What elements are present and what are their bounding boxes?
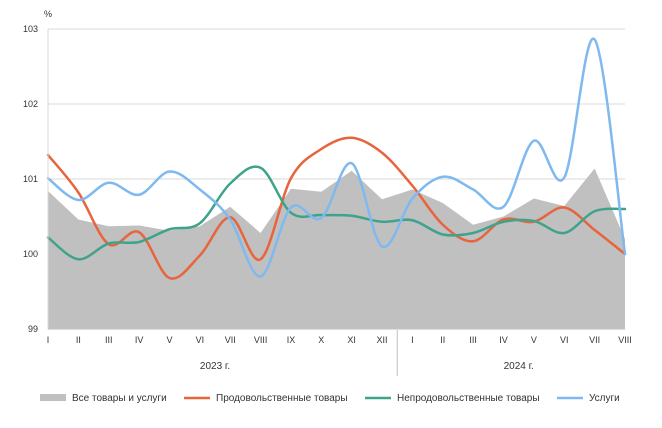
x-tick-label: XII xyxy=(377,335,388,345)
x-tick-label: I xyxy=(47,335,50,345)
y-tick-label: 100 xyxy=(23,249,38,259)
x-tick-label: VII xyxy=(225,335,236,345)
legend: Все товары и услуги Продовольственные тов… xyxy=(40,393,620,404)
line-series xyxy=(46,165,627,261)
x-tick-label: VI xyxy=(196,335,205,345)
line-series xyxy=(46,136,627,280)
legend-label: Все товары и услуги xyxy=(72,393,167,404)
x-tick-label: V xyxy=(166,335,172,345)
x-tick-label: III xyxy=(469,335,477,345)
y-tick-label: 99 xyxy=(28,324,38,334)
line-series xyxy=(46,37,627,278)
x-tick-label: X xyxy=(318,335,324,345)
area-layer xyxy=(48,168,625,329)
x-tick-label: VII xyxy=(589,335,600,345)
legend-label: Непродовольственные товары xyxy=(397,393,540,404)
legend-swatch xyxy=(40,394,66,401)
area-series xyxy=(48,168,625,329)
x-tick-label: VIII xyxy=(254,335,268,345)
x-tick-label: XI xyxy=(347,335,356,345)
lines-layer xyxy=(46,37,627,280)
x-tick-label: IV xyxy=(499,335,508,345)
x-tick-label: IX xyxy=(287,335,296,345)
year-label: 2024 г. xyxy=(504,361,534,372)
y-unit-label: % xyxy=(44,9,52,19)
y-tick-label: 103 xyxy=(23,24,38,34)
year-label: 2023 г. xyxy=(200,361,230,372)
x-tick-label: III xyxy=(105,335,113,345)
y-tick-label: 102 xyxy=(23,99,38,109)
x-tick-label: II xyxy=(440,335,445,345)
x-tick-label: I xyxy=(411,335,414,345)
x-tick-label: IV xyxy=(135,335,144,345)
x-tick-label: V xyxy=(531,335,537,345)
legend-label: Услуги xyxy=(589,393,620,404)
x-tick-label: VI xyxy=(560,335,569,345)
x-tick-label: VIII xyxy=(618,335,632,345)
x-tick-label: II xyxy=(76,335,81,345)
legend-label: Продовольственные товары xyxy=(216,393,348,404)
y-tick-label: 101 xyxy=(23,174,38,184)
